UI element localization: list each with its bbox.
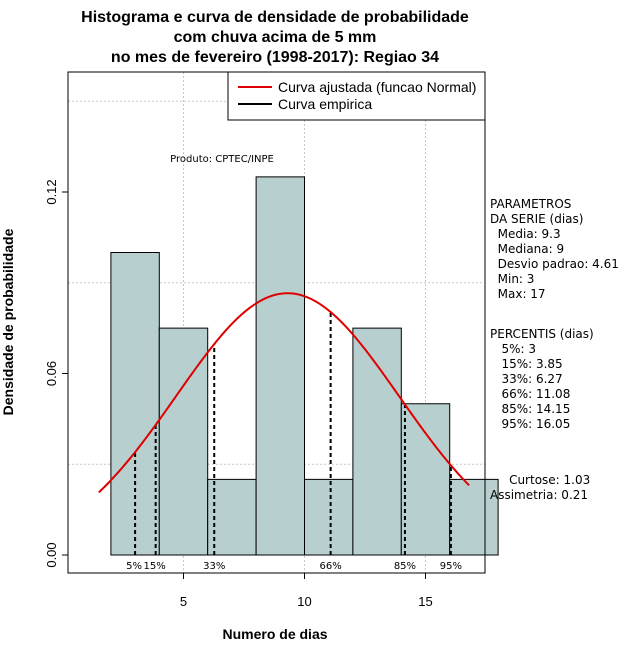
histogram-bars [110,176,499,556]
stats-panel: Curtose: 1.03 Assimetria: 0.21 [490,473,590,503]
parametros-panel: PARAMETROS DA SERIE (dias) Media: 9.3 Me… [490,197,619,302]
percentile-label: 15% [144,561,166,572]
percentile-lines [134,312,452,555]
parametros-line: PARAMETROS [490,197,572,211]
axes: 5 10 15 0.00 0.06 0.12 [44,179,485,609]
percentis-line: 66%: 11.08 [490,387,571,401]
legend-box [227,71,486,121]
percentis-panel: PERCENTIS (dias) 5%: 3 15%: 3.85 33%: 6.… [490,327,594,432]
parametros-line: Desvio padrao: 4.61 [490,257,619,271]
legend-label-normal: Curva ajustada (funcao Normal) [278,79,476,95]
histogram-bar [449,478,499,556]
y-tick-label: 0.12 [44,179,59,204]
parametros-line: Media: 9.3 [490,227,561,241]
parametros-line: Max: 17 [490,287,546,301]
x-tick-label: 10 [297,594,311,609]
stats-line: Curtose: 1.03 [490,473,591,487]
normal-curve-line [98,292,470,494]
percentile-label: 66% [320,561,342,572]
percentile-labels: 5% 15% 33% 66% 85% 95% [126,561,462,572]
y-axis-title: Densidade de probabilidade [0,228,16,415]
percentile-label: 95% [440,561,462,572]
title-line-1: Histograma e curva de densidade de proba… [81,9,469,26]
title-line-2: com chuva acima de 5 mm [174,29,377,46]
histogram-bar [352,327,402,556]
parametros-line: Mediana: 9 [490,242,565,256]
percentis-line: 15%: 3.85 [490,357,563,371]
percentis-line: PERCENTIS (dias) [490,327,594,341]
histogram-bar [158,327,209,556]
y-tick-label: 0.00 [44,542,59,567]
annotation-produto: Produto: CPTEC/INPE [170,154,274,165]
x-tick-label: 15 [418,594,432,609]
percentis-line: 5%: 3 [490,342,536,356]
y-tick-label: 0.06 [44,361,59,386]
parametros-line: DA SERIE (dias) [490,212,584,226]
histogram-bar [304,478,354,556]
legend: Curva ajustada (funcao Normal) Curva emp… [227,71,486,121]
percentis-line: 95%: 16.05 [490,417,571,431]
title-line-3: no mes de fevereiro (1998-2017): Regiao … [111,49,439,66]
percentile-label: 5% [126,561,142,572]
percentile-label: 33% [203,561,225,572]
histogram-bar [400,403,451,556]
x-tick-label: 5 [180,594,187,609]
percentis-line: 33%: 6.27 [490,372,563,386]
parametros-line: Min: 3 [490,272,535,286]
histogram-bar [255,176,306,556]
chart-title: Histograma e curva de densidade de proba… [81,9,469,66]
stats-line: Assimetria: 0.21 [490,488,589,502]
x-axis-title: Numero de dias [222,626,327,642]
legend-label-empirica: Curva empirica [278,96,372,112]
percentile-label: 85% [394,561,416,572]
normal-curve [98,292,470,494]
percentis-line: 85%: 14.15 [490,402,571,416]
